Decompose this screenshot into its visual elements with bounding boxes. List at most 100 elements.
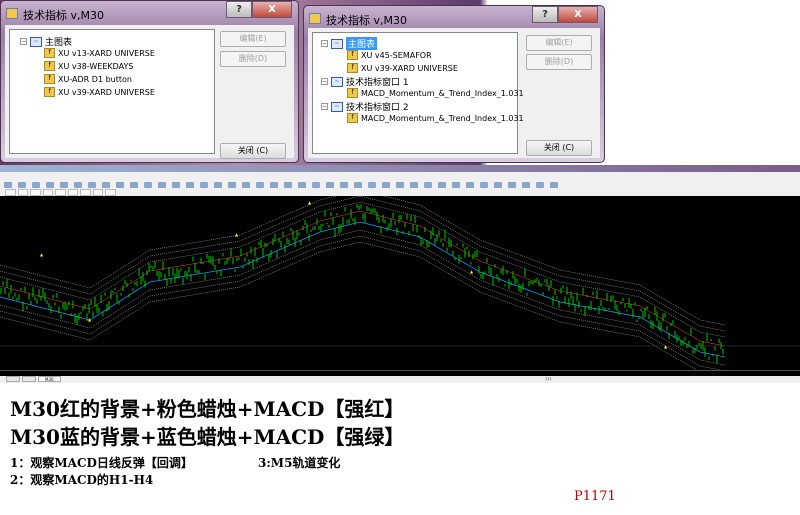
toolbar-button[interactable] (116, 181, 124, 188)
toolbar-button[interactable] (60, 181, 68, 188)
tree-node-indicator-window-2[interactable]: − ~ 技术指标窗口 2 (321, 101, 409, 113)
tree-item[interactable]: f XU v39-XARD UNIVERSE (44, 87, 155, 97)
tree-item[interactable]: f MACD_Momentum_&_Trend_Index_1.031 (347, 88, 524, 98)
toolbar-button[interactable] (396, 181, 404, 188)
toolbar-button[interactable] (46, 181, 54, 188)
collapse-icon[interactable]: − (321, 78, 328, 85)
toolbar-button[interactable] (158, 181, 166, 188)
tree-item[interactable]: f MACD_Momentum_&_Trend_Index_1.031 (347, 113, 524, 123)
toolbar[interactable] (0, 180, 800, 189)
time-tick (94, 371, 116, 376)
toolbar-button[interactable] (438, 181, 446, 188)
indicator-tree[interactable]: − ~ 主图表 f XU v45-SEMAFOR f XU v39-XARD UNIVE… (312, 32, 524, 154)
toolbar-button[interactable] (270, 181, 278, 188)
time-tick (548, 371, 570, 376)
toolbar-button[interactable] (200, 181, 208, 188)
toolbar-button[interactable] (452, 181, 460, 188)
tree-item[interactable]: f XU-ADR D1 button (44, 74, 132, 84)
tree-item[interactable]: f XU v13-XARD UNIVERSE (44, 48, 155, 58)
tree-node-indicator-window-1[interactable]: − ~ 技术指标窗口 1 (321, 76, 409, 88)
toolbar-button[interactable] (284, 181, 292, 188)
toolbar-button[interactable] (102, 181, 110, 188)
toolbar-button[interactable] (32, 181, 40, 188)
chart-icon: ~ (331, 101, 343, 112)
toolbar-button[interactable] (186, 181, 194, 188)
menu-bar[interactable] (0, 172, 10, 180)
chart-tabs[interactable]: M30 (0, 376, 61, 382)
collapse-icon[interactable]: − (321, 103, 328, 110)
toolbar-button[interactable] (522, 181, 530, 188)
tree-item[interactable]: f XU v39-XARD UNIVERSE (347, 63, 458, 73)
time-axis (0, 370, 800, 376)
indicator-icon: f (347, 63, 358, 73)
time-tick (639, 371, 661, 376)
tree-node-main-chart[interactable]: − ~ 主图表 (321, 37, 378, 50)
indicators-dialog-1: 技术指标 v,M30 ? X − ~ 主图表 f XU v13-XARD UNIVERS… (0, 0, 299, 163)
tree-item[interactable]: f XU v45-SEMAFOR (347, 50, 432, 60)
timeframe-button[interactable] (92, 189, 104, 196)
delete-button[interactable]: 删除(D) (220, 51, 286, 67)
timeframe-button[interactable] (67, 189, 79, 196)
toolbar-button[interactable] (18, 181, 26, 188)
chart-tab[interactable] (22, 376, 36, 382)
toolbar-button[interactable] (242, 181, 250, 188)
edit-button[interactable]: 编辑(E) (526, 35, 592, 51)
tree-node-main-chart[interactable]: − ~ 主图表 (20, 36, 73, 48)
tree-item[interactable]: f XU v38-WEEKDAYS (44, 61, 133, 71)
toolbar-button[interactable] (298, 181, 306, 188)
timeframe-button[interactable] (105, 189, 116, 196)
toolbar-button[interactable] (382, 181, 390, 188)
toolbar-button[interactable] (130, 181, 138, 188)
toolbar-button[interactable] (4, 181, 12, 188)
edit-button[interactable]: 编辑(E) (220, 31, 286, 47)
close-button[interactable]: 关闭 (C) (220, 143, 286, 159)
toolbar-button[interactable] (536, 181, 544, 188)
toolbar-button[interactable] (480, 181, 488, 188)
toolbar-button[interactable] (144, 181, 152, 188)
toolbar-button[interactable] (424, 181, 432, 188)
timeframe-button[interactable] (80, 189, 91, 196)
timeframe-button[interactable] (55, 189, 66, 196)
toolbar-button[interactable] (74, 181, 82, 188)
toolbar-button[interactable] (508, 181, 516, 188)
note-line-2: M30蓝的背景+蓝色蜡烛+MACD【强绿】 (10, 425, 405, 449)
collapse-icon[interactable]: − (20, 38, 27, 45)
time-tick (154, 371, 176, 376)
toolbar-button[interactable] (228, 181, 236, 188)
semafor-marker: ▲ (470, 269, 474, 274)
delete-button[interactable]: 删除(D) (526, 54, 592, 70)
toolbar-button[interactable] (550, 181, 558, 188)
toolbar-button[interactable] (368, 181, 376, 188)
note-item-1: 1：观察MACD日线反弹【回调】 (10, 456, 193, 470)
indicator-icon: f (347, 88, 358, 98)
timeframe-button[interactable] (5, 189, 16, 196)
toolbar-button[interactable] (354, 181, 362, 188)
collapse-icon[interactable]: − (321, 40, 328, 47)
toolbar-button[interactable] (326, 181, 334, 188)
close-window-button[interactable]: X (558, 6, 598, 23)
time-tick (518, 371, 540, 376)
timeframe-button[interactable] (30, 189, 41, 196)
toolbar-button[interactable] (494, 181, 502, 188)
timeframe-bar[interactable] (0, 189, 116, 196)
timeframe-button[interactable] (17, 189, 29, 196)
help-button[interactable]: ? (226, 1, 252, 18)
toolbar-button[interactable] (410, 181, 418, 188)
chart-tab[interactable] (6, 376, 20, 382)
time-tick (64, 371, 86, 376)
toolbar-button[interactable] (256, 181, 264, 188)
band-line (0, 229, 726, 366)
price-chart[interactable]: ▲ ▲ ▲ ▲ ▲ ▲ (0, 196, 800, 370)
help-button[interactable]: ? (532, 6, 558, 23)
close-button[interactable]: 关闭 (C) (526, 140, 592, 156)
chart-tab-m30[interactable]: M30 (38, 376, 61, 382)
toolbar-button[interactable] (88, 181, 96, 188)
toolbar-button[interactable] (312, 181, 320, 188)
indicator-tree[interactable]: − ~ 主图表 f XU v13-XARD UNIVERSE f XU v38-WEEK… (9, 29, 215, 154)
timeframe-button[interactable] (42, 189, 54, 196)
toolbar-button[interactable] (340, 181, 348, 188)
toolbar-button[interactable] (172, 181, 180, 188)
close-window-button[interactable]: X (252, 1, 292, 18)
toolbar-button[interactable] (214, 181, 222, 188)
toolbar-button[interactable] (466, 181, 474, 188)
